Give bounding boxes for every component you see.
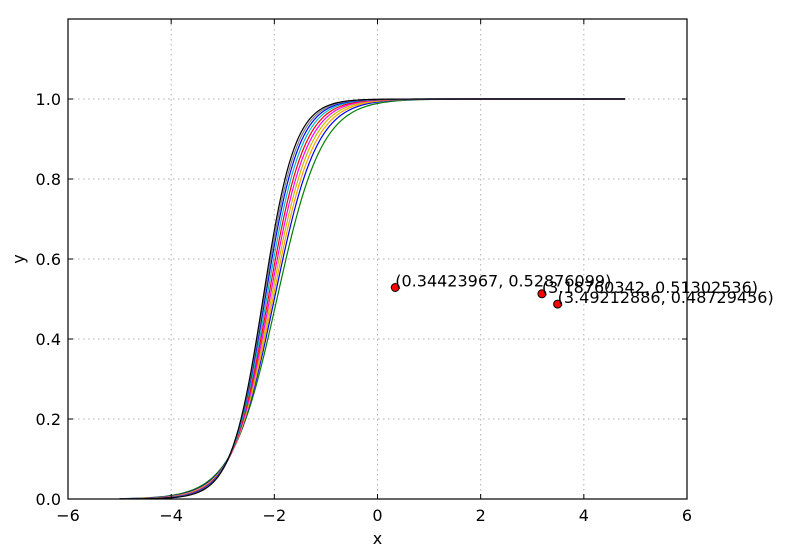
point-annotation: (0.34423967, 0.52876099)	[395, 271, 611, 290]
point-annotation: (3.18760342, 0.51302536)	[542, 278, 758, 297]
series-line	[119, 98, 626, 500]
x-axis-label: x	[373, 529, 382, 548]
data-point	[553, 299, 563, 309]
labels-layer: −6 −4 −2 0 2 4 6 0.0 0.2 0.4 0.6 0.8 1.0	[36, 90, 693, 525]
x-tick-label: −4	[159, 506, 183, 525]
series-line	[119, 98, 626, 500]
y-tick-label: 0.2	[36, 410, 61, 429]
x-tick-label: 6	[682, 506, 692, 525]
series-line	[119, 98, 626, 500]
ticks-layer	[67, 19, 688, 500]
x-tick-label: 4	[579, 506, 589, 525]
y-tick-label: 1.0	[36, 90, 61, 109]
x-tick-label: −6	[56, 506, 80, 525]
series-line	[119, 98, 626, 500]
series-layer	[119, 98, 626, 500]
y-tick-label: 0.8	[36, 170, 61, 189]
series-line	[119, 98, 626, 500]
points-layer: (0.34423967, 0.52876099)(3.18760342, 0.5…	[390, 271, 774, 309]
x-tick-label: 0	[372, 506, 382, 525]
x-tick-label: −2	[263, 506, 287, 525]
series-line	[119, 98, 626, 500]
y-tick-label: 0.4	[36, 330, 61, 349]
point-annotation: (3.49212886, 0.48729456)	[558, 288, 774, 307]
series-line	[119, 98, 626, 500]
series-line	[119, 98, 626, 500]
grid-layer	[68, 19, 687, 499]
data-point	[390, 282, 400, 292]
series-line	[119, 98, 626, 500]
y-tick-label: 0.6	[36, 250, 61, 269]
data-point	[537, 289, 547, 299]
x-tick-label: 2	[476, 506, 486, 525]
series-line	[119, 98, 626, 500]
y-axis-label: y	[9, 254, 28, 263]
y-tick-label: 0.0	[36, 490, 61, 509]
